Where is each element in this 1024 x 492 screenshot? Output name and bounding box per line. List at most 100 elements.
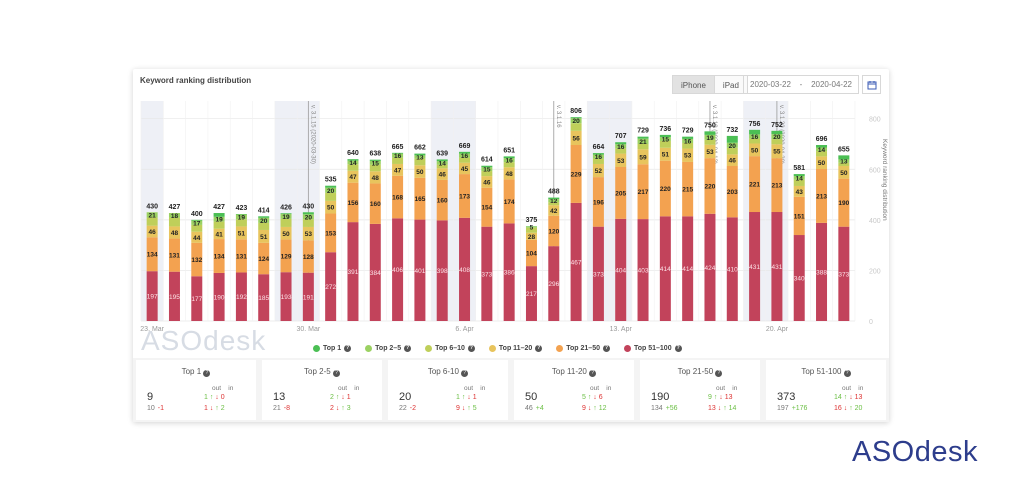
out-in-header: out in	[464, 385, 485, 392]
legend-dot	[623, 345, 631, 352]
data-label: 408	[459, 267, 470, 274]
help-icon[interactable]: ?	[715, 370, 723, 377]
bar-segment	[682, 148, 694, 162]
help-icon[interactable]: ?	[461, 370, 469, 377]
bar-segment	[302, 219, 314, 227]
bar-segment	[436, 179, 448, 221]
stat-prev-value: 21	[273, 405, 281, 412]
ipad-button[interactable]: iPad	[714, 75, 748, 94]
bar-segment	[771, 139, 783, 145]
out-in-header: out in	[590, 385, 611, 392]
bar-segment	[392, 152, 404, 154]
legend-item[interactable]: Top 11–20?	[488, 345, 543, 352]
data-label: 134	[147, 252, 158, 259]
data-label: 53	[706, 149, 714, 156]
data-label: 46	[439, 172, 447, 179]
date-range-input[interactable]: 2020-03-22 - 2020-04-22	[743, 75, 859, 94]
in-label: in	[228, 385, 234, 392]
bar-segment	[369, 160, 381, 165]
data-label: 196	[593, 199, 604, 206]
bar-segment	[258, 216, 270, 218]
help-icon[interactable]: ?	[332, 370, 340, 377]
stat-delta: -1	[157, 405, 165, 412]
data-label: 192	[236, 294, 247, 301]
data-label: 5	[530, 225, 534, 232]
stat-title-text: Top 1	[181, 367, 204, 376]
data-label: 53	[617, 158, 625, 165]
data-label: 373	[838, 271, 849, 278]
data-label: 21	[149, 212, 157, 219]
out-label: out	[842, 385, 852, 392]
calendar-button[interactable]	[862, 75, 881, 94]
help-icon[interactable]: ?	[843, 370, 851, 377]
help-icon[interactable]: ?	[589, 370, 597, 377]
legend-item[interactable]: Top 2–5?	[365, 345, 412, 352]
bar-segment	[168, 238, 180, 272]
y-tick-label: 200	[869, 268, 881, 275]
bar-segment	[347, 182, 359, 223]
help-icon[interactable]: ?	[203, 370, 211, 377]
total-label: 806	[570, 108, 582, 115]
bar-segment	[459, 174, 471, 218]
data-label: 213	[816, 193, 827, 200]
data-label: 52	[595, 168, 603, 175]
help-icon[interactable]: ?	[404, 345, 412, 352]
bar-segment	[503, 162, 515, 168]
bar-segment	[347, 164, 359, 171]
total-label: 707	[615, 133, 627, 140]
bar-segment	[302, 272, 314, 321]
bar-segment	[726, 135, 738, 143]
total-label: 662	[414, 145, 426, 152]
help-icon[interactable]: ?	[344, 345, 352, 352]
help-icon[interactable]: ?	[674, 345, 682, 352]
out-down-count: ↓ 13	[849, 394, 863, 401]
data-label: 47	[349, 174, 357, 181]
x-tick-label: 13. Apr	[610, 326, 633, 333]
bar-segment	[235, 219, 247, 227]
bar-segment	[637, 164, 649, 220]
data-label: 131	[169, 253, 180, 260]
bar-segment	[258, 222, 270, 230]
total-label: 655	[838, 146, 850, 153]
bar-segment	[682, 138, 694, 143]
y-axis-title: Keyword ranking distribution	[881, 139, 888, 221]
bar-segment	[592, 158, 604, 164]
stat-title: Top 6-10 ?	[388, 367, 508, 377]
x-tick-label: 23. Mar	[140, 326, 164, 333]
data-label: 373	[593, 271, 604, 278]
legend-item[interactable]: Top 6–10?	[425, 345, 475, 352]
data-label: 20	[327, 188, 335, 195]
out-up-count: 1 ↑	[204, 394, 214, 401]
bar-segment	[414, 177, 426, 220]
total-label: 669	[459, 143, 471, 150]
y-tick-label: 800	[869, 117, 881, 124]
legend-item[interactable]: Top 21–50?	[556, 345, 610, 352]
data-label: 104	[526, 250, 537, 257]
date-to: 2020-04-22	[811, 80, 852, 89]
total-label: 414	[258, 207, 270, 214]
data-label: 50	[840, 170, 848, 177]
data-label: 50	[327, 205, 335, 212]
help-icon[interactable]: ?	[602, 345, 610, 352]
chart-legend: Top 1? Top 2–5? Top 6–10? Top 11–20? Top 21–…	[313, 345, 682, 352]
legend-item[interactable]: Top 51–100?	[623, 345, 682, 352]
in-up-count: ↑ 3	[341, 405, 351, 412]
stat-value: 50	[525, 391, 538, 403]
help-icon[interactable]: ?	[535, 345, 543, 352]
bar-segment	[392, 175, 404, 219]
bar-segment	[258, 217, 270, 223]
out-in-header: out in	[212, 385, 233, 392]
total-label: 696	[816, 136, 828, 143]
bar-segment	[459, 162, 471, 175]
data-label: 19	[215, 217, 223, 224]
bar-segment	[146, 212, 158, 218]
total-label: 430	[303, 203, 315, 210]
bar-segment	[436, 159, 448, 162]
bar-segment	[726, 165, 738, 218]
bar-segment	[280, 239, 292, 273]
legend-item[interactable]: Top 1?	[313, 345, 352, 352]
bar-segment	[548, 215, 560, 247]
help-icon[interactable]: ?	[467, 345, 475, 352]
iphone-button[interactable]: iPhone	[672, 75, 715, 94]
